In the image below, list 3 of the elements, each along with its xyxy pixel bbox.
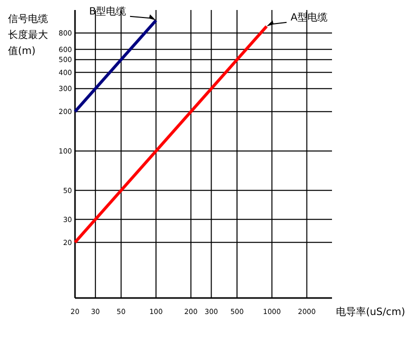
x-axis-title: 电导率(uS/cm) xyxy=(336,306,406,318)
y-axis-title: 信号电缆长度最大值(m) xyxy=(8,13,48,57)
text: A型电缆 xyxy=(290,11,328,24)
